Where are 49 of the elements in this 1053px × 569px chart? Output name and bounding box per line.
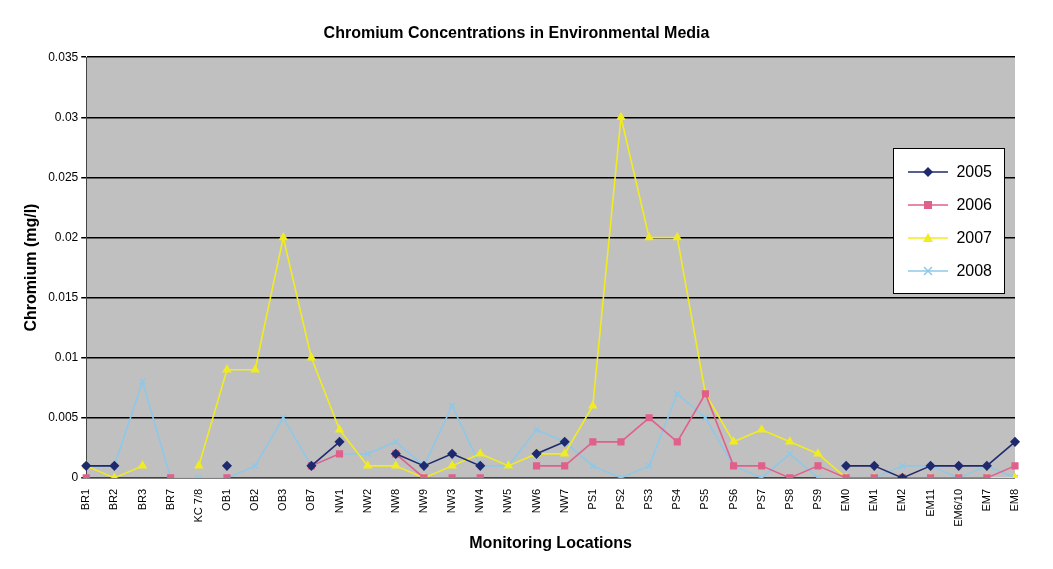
legend-label: 2007 bbox=[956, 228, 992, 247]
chart-title: Chromium Concentrations in Environmental Media bbox=[323, 24, 710, 42]
y-tick-label: 0.005 bbox=[48, 410, 79, 425]
x-tick-label: OB3 bbox=[276, 488, 289, 511]
x-tick-label: BR1 bbox=[79, 488, 92, 511]
y-tick-label: 0 bbox=[71, 470, 79, 485]
y-tick-label: 0.015 bbox=[48, 289, 79, 304]
x-tick-label: NW9 bbox=[417, 488, 429, 514]
x-tick-label: EM6/10 bbox=[951, 488, 964, 527]
x-tick-label: NW1 bbox=[332, 488, 345, 514]
x-tick-label: OB1 bbox=[219, 488, 232, 511]
x-tick-label: EM11 bbox=[923, 488, 936, 517]
x-tick-label: OB7 bbox=[304, 488, 317, 511]
x-tick-label: BR2 bbox=[107, 488, 120, 511]
x-tick-label: PS5 bbox=[698, 488, 711, 510]
y-tick-label: 0.025 bbox=[48, 169, 79, 184]
x-tick-label: EM1 bbox=[867, 488, 880, 512]
x-tick-label: NW4 bbox=[473, 488, 486, 514]
x-tick-label: NW2 bbox=[360, 488, 373, 514]
legend-label: 2005 bbox=[956, 162, 992, 181]
x-axis-title: Monitoring Locations bbox=[469, 533, 633, 551]
y-tick-label: 0.01 bbox=[54, 350, 79, 365]
legend-label: 2006 bbox=[956, 195, 992, 214]
x-tick-label: PS3 bbox=[642, 488, 655, 510]
x-tick-label: NW8 bbox=[388, 488, 401, 514]
x-tick-label: PS2 bbox=[614, 488, 627, 510]
x-tick-label: BR3 bbox=[135, 488, 148, 511]
x-tick-label: BR7 bbox=[163, 488, 176, 511]
x-tick-label: EM0 bbox=[839, 488, 852, 512]
x-tick-label: NW5 bbox=[501, 488, 514, 514]
y-tick-label: 0.03 bbox=[54, 109, 79, 124]
x-tick-label: NW7 bbox=[557, 488, 570, 514]
x-tick-label: PS8 bbox=[782, 488, 795, 510]
x-tick-label: EM7 bbox=[979, 488, 992, 512]
x-tick-label: PS6 bbox=[726, 488, 739, 510]
x-tick-label: EM8 bbox=[1008, 488, 1021, 512]
y-tick-label: 0.02 bbox=[54, 229, 79, 244]
x-tick-label: PS7 bbox=[754, 488, 767, 510]
x-tick-label: NW6 bbox=[529, 488, 542, 514]
y-axis-title: Chromium (mg/l) bbox=[22, 203, 40, 332]
x-tick-label: PS1 bbox=[585, 488, 598, 510]
x-tick-label: PS4 bbox=[670, 488, 683, 510]
x-tick-label: PS9 bbox=[811, 488, 824, 510]
x-tick-label: EM2 bbox=[895, 488, 908, 512]
x-tick-label: NW3 bbox=[445, 488, 458, 514]
y-tick-label: 0.035 bbox=[48, 49, 79, 64]
x-tick-label: KC 7/8 bbox=[191, 488, 204, 523]
legend-label: 2008 bbox=[956, 261, 992, 280]
x-tick-label: OB2 bbox=[248, 488, 261, 511]
